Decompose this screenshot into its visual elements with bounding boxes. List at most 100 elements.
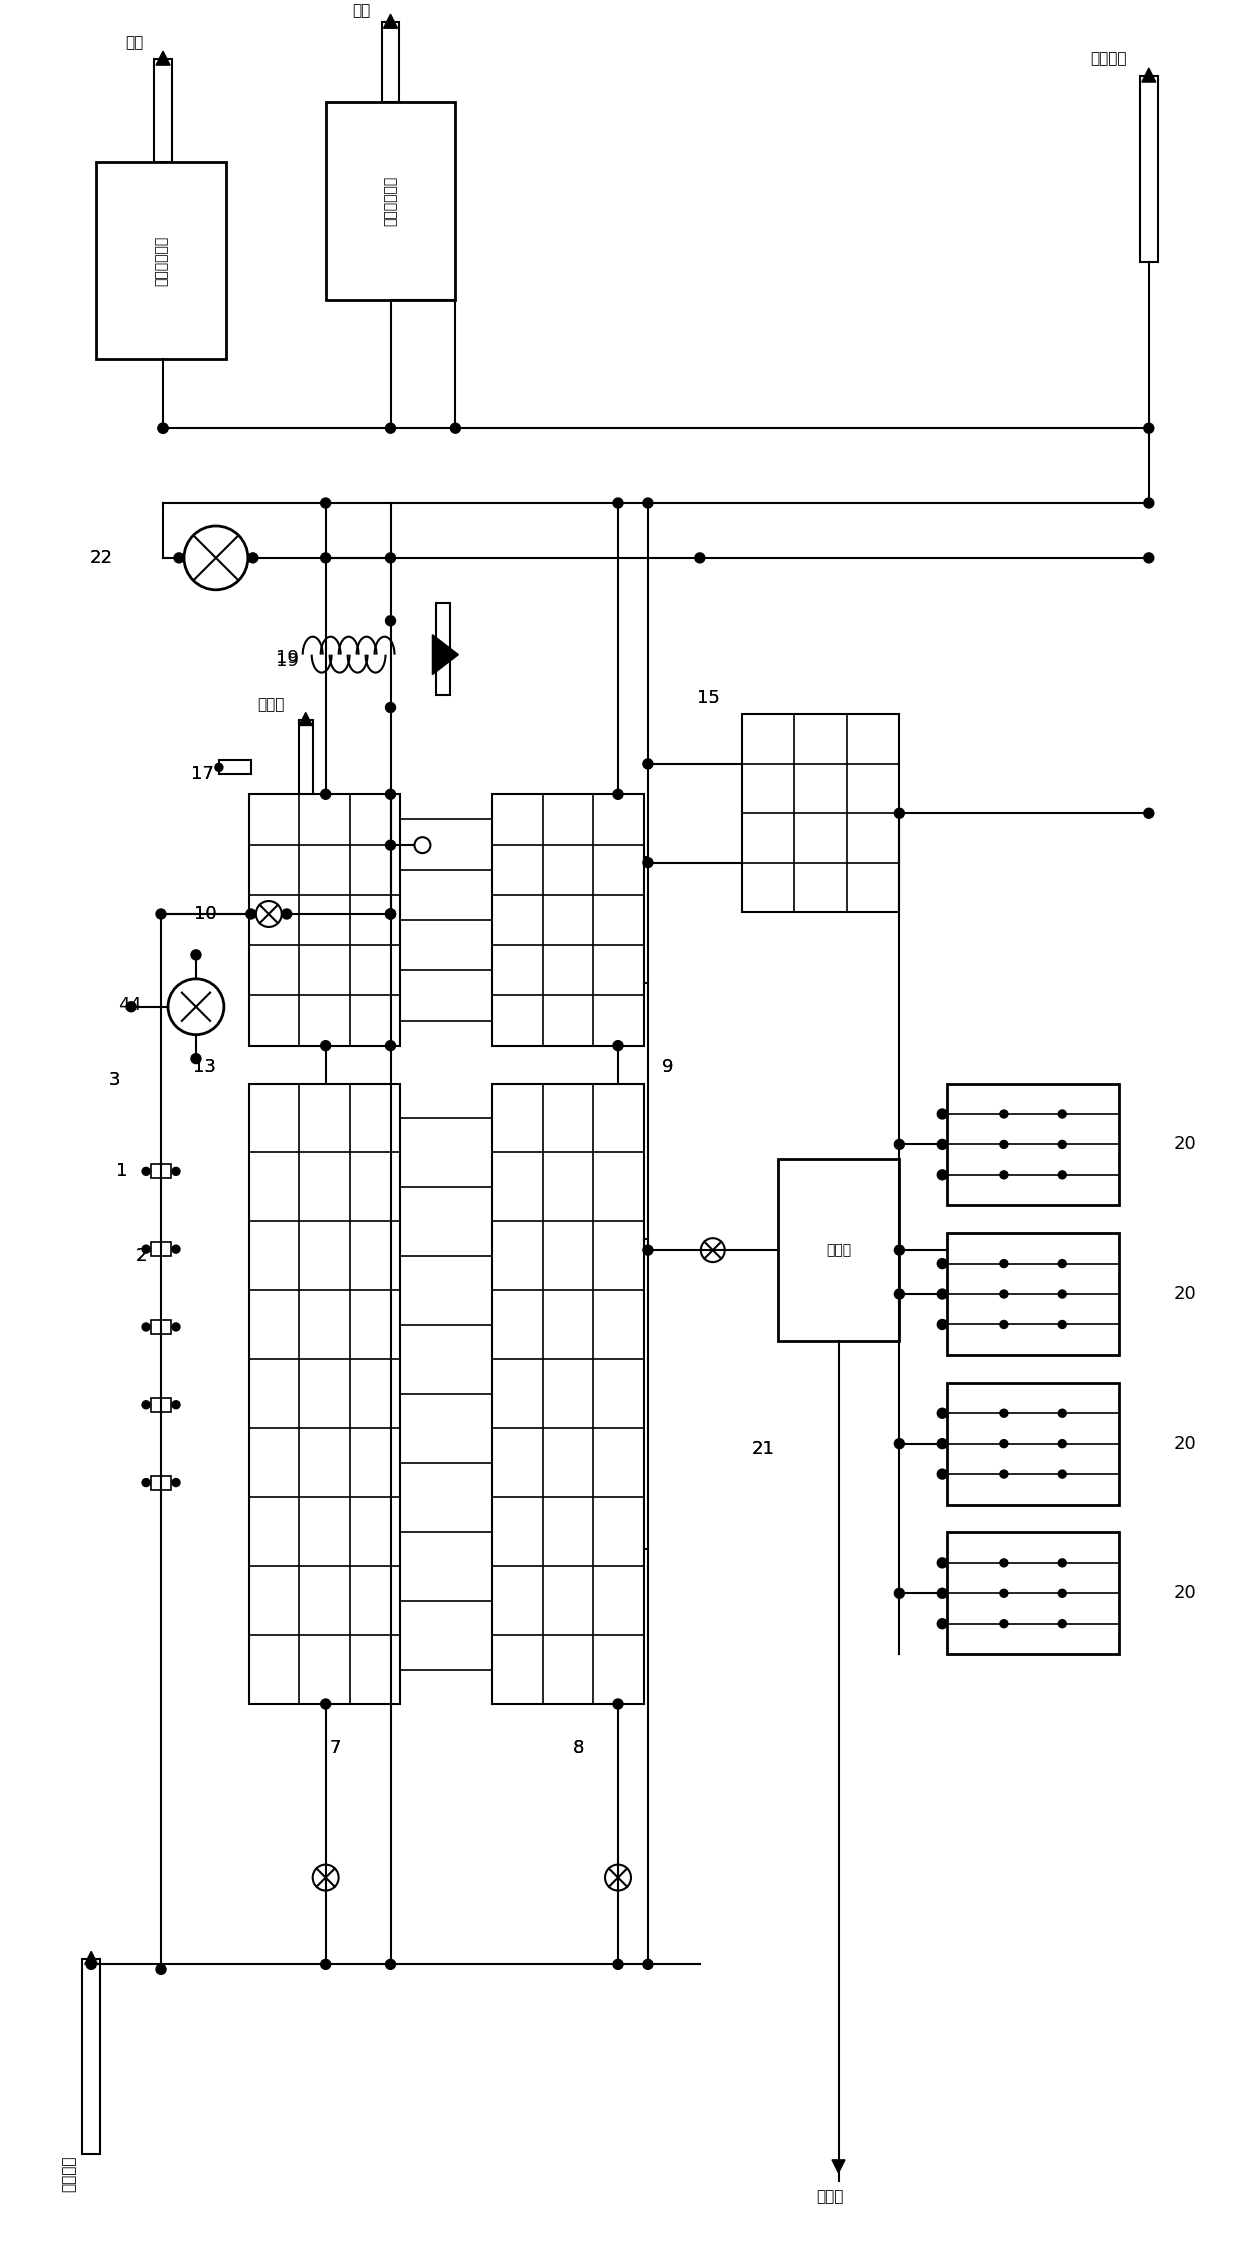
Circle shape — [613, 1960, 622, 1969]
Circle shape — [321, 554, 331, 563]
Text: 22: 22 — [89, 549, 112, 568]
Circle shape — [143, 1323, 150, 1332]
Text: 17: 17 — [191, 764, 215, 782]
Polygon shape — [156, 52, 170, 66]
Bar — [326, 102, 455, 298]
Circle shape — [172, 1323, 180, 1332]
Bar — [492, 1083, 644, 1705]
Circle shape — [1058, 1619, 1066, 1628]
Circle shape — [172, 1402, 180, 1409]
Text: 20: 20 — [1174, 1585, 1197, 1603]
Circle shape — [215, 764, 223, 771]
Text: 2: 2 — [136, 1248, 148, 1266]
Circle shape — [143, 1246, 150, 1253]
Circle shape — [172, 1167, 180, 1176]
Circle shape — [644, 497, 653, 509]
Circle shape — [386, 909, 396, 918]
Text: 20: 20 — [1174, 1135, 1197, 1153]
Circle shape — [894, 1587, 904, 1599]
Circle shape — [937, 1409, 947, 1418]
Text: 废气处理系统: 废气处理系统 — [154, 235, 169, 285]
Circle shape — [1058, 1470, 1066, 1479]
Circle shape — [937, 1108, 947, 1119]
Circle shape — [143, 1402, 150, 1409]
Bar — [151, 1241, 171, 1257]
Circle shape — [172, 1246, 180, 1253]
Text: 8: 8 — [573, 1739, 584, 1757]
Circle shape — [894, 1140, 904, 1149]
Circle shape — [1058, 1259, 1066, 1268]
Circle shape — [156, 1965, 166, 1974]
Bar — [97, 163, 226, 359]
Circle shape — [694, 554, 704, 563]
Text: 4: 4 — [118, 995, 129, 1013]
Circle shape — [321, 789, 331, 800]
Circle shape — [281, 909, 291, 918]
Bar — [947, 1232, 1118, 1354]
Circle shape — [644, 857, 653, 868]
Text: 7: 7 — [330, 1739, 341, 1757]
Text: 13: 13 — [193, 1058, 216, 1076]
Bar — [742, 714, 899, 911]
Circle shape — [156, 909, 166, 918]
Circle shape — [613, 789, 622, 800]
Circle shape — [172, 1479, 180, 1485]
Bar — [154, 59, 172, 163]
Bar — [249, 1083, 401, 1705]
Text: 3: 3 — [109, 1069, 120, 1088]
Bar — [382, 23, 399, 102]
Circle shape — [894, 1289, 904, 1300]
Circle shape — [246, 909, 255, 918]
Text: 15: 15 — [697, 690, 719, 705]
Text: 20: 20 — [1174, 1284, 1197, 1302]
Text: 10: 10 — [193, 904, 217, 922]
Bar — [151, 1476, 171, 1490]
Text: 9: 9 — [662, 1058, 673, 1076]
Circle shape — [644, 760, 653, 769]
Text: 7: 7 — [330, 1739, 341, 1757]
Circle shape — [1058, 1440, 1066, 1447]
Circle shape — [937, 1587, 947, 1599]
Bar — [299, 721, 312, 846]
Circle shape — [613, 497, 622, 509]
Circle shape — [1143, 497, 1153, 509]
Bar — [947, 1083, 1118, 1205]
Text: 20: 20 — [1174, 1436, 1197, 1452]
Circle shape — [1058, 1320, 1066, 1329]
Text: 工业水: 工业水 — [258, 696, 285, 712]
Circle shape — [191, 950, 201, 961]
Circle shape — [386, 615, 396, 626]
Text: 19: 19 — [275, 649, 299, 667]
Circle shape — [1058, 1291, 1066, 1298]
Text: 废水: 废水 — [352, 2, 371, 18]
Text: 废气: 废气 — [125, 34, 143, 50]
Circle shape — [937, 1558, 947, 1567]
Circle shape — [999, 1259, 1008, 1268]
Circle shape — [999, 1110, 1008, 1117]
Circle shape — [1058, 1171, 1066, 1178]
Circle shape — [937, 1259, 947, 1268]
Circle shape — [386, 554, 396, 563]
Circle shape — [386, 1040, 396, 1051]
Circle shape — [613, 1040, 622, 1051]
Polygon shape — [832, 2159, 844, 2173]
Circle shape — [937, 1470, 947, 1479]
Bar — [492, 794, 644, 1045]
Circle shape — [191, 1054, 201, 1063]
Circle shape — [894, 807, 904, 818]
Circle shape — [321, 497, 331, 509]
Text: 燃烧室: 燃烧室 — [826, 1244, 851, 1257]
Text: 21: 21 — [751, 1440, 775, 1458]
Circle shape — [386, 789, 396, 800]
Circle shape — [1058, 1110, 1066, 1117]
Circle shape — [321, 1698, 331, 1709]
Circle shape — [321, 1040, 331, 1051]
Text: 1: 1 — [117, 1162, 128, 1180]
Circle shape — [386, 703, 396, 712]
Bar — [436, 604, 450, 694]
Text: 21: 21 — [751, 1440, 775, 1458]
Circle shape — [450, 423, 460, 434]
Circle shape — [386, 909, 396, 918]
Bar — [947, 1533, 1118, 1655]
Circle shape — [386, 1960, 396, 1969]
